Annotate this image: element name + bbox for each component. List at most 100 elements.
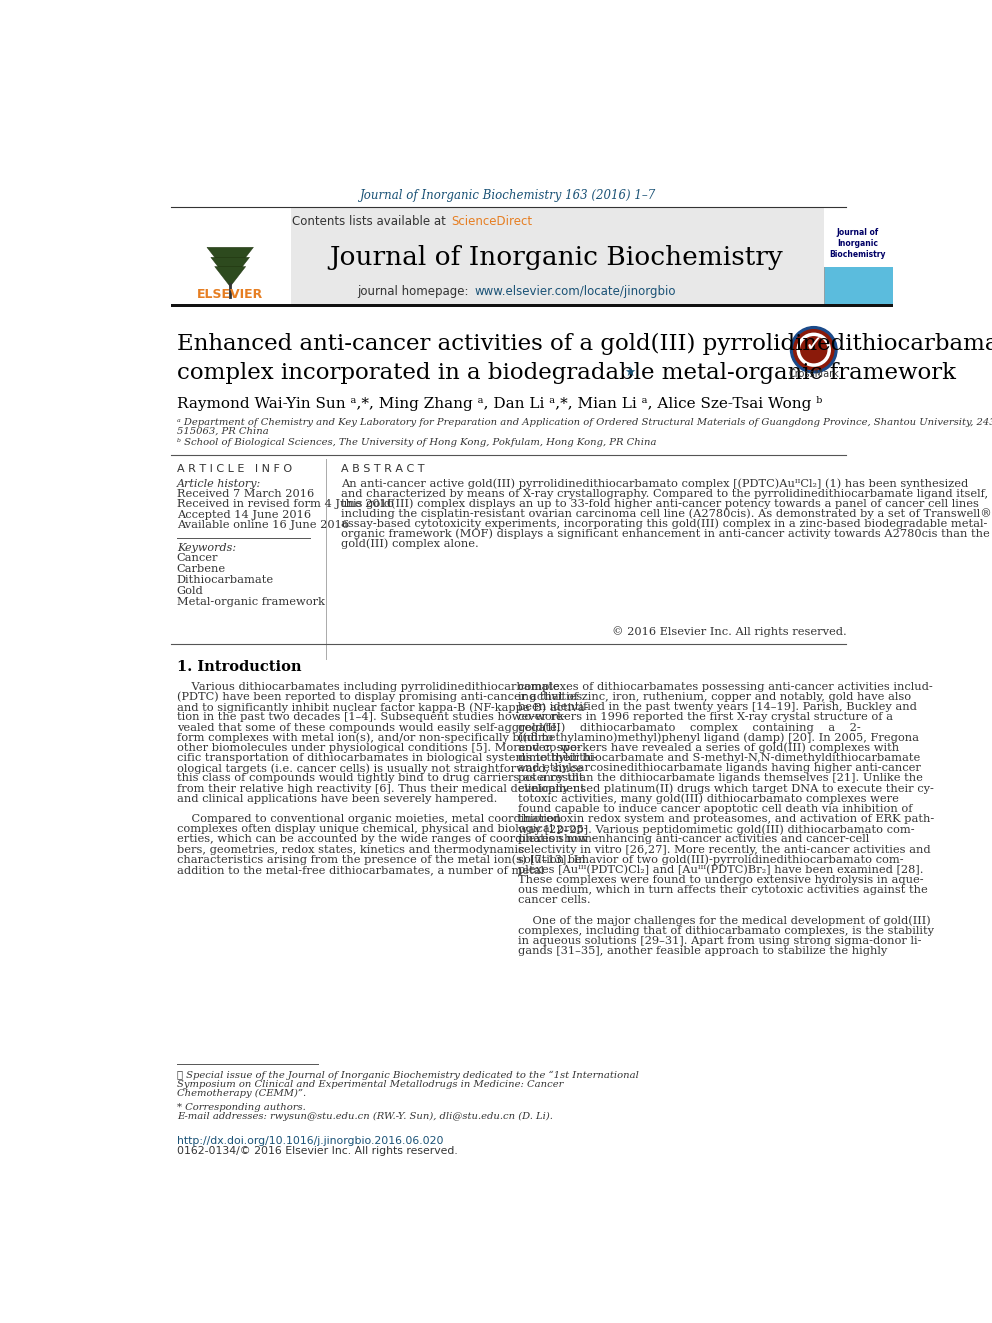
Text: One of the major challenges for the medical development of gold(III): One of the major challenges for the medi…: [518, 916, 930, 926]
Polygon shape: [210, 257, 250, 282]
Circle shape: [799, 335, 829, 365]
Text: Journal of Inorganic Biochemistry 163 (2016) 1–7: Journal of Inorganic Biochemistry 163 (2…: [360, 189, 657, 202]
FancyBboxPatch shape: [291, 208, 823, 303]
Text: ★ Special issue of the Journal of Inorganic Biochemistry dedicated to the “1st I: ★ Special issue of the Journal of Inorga…: [177, 1070, 639, 1080]
Text: Chemotherapy (CEMM)”.: Chemotherapy (CEMM)”.: [177, 1089, 306, 1098]
Text: ELSEVIER: ELSEVIER: [197, 288, 263, 300]
Text: ★: ★: [624, 366, 635, 380]
Text: Compared to conventional organic moieties, metal coordination: Compared to conventional organic moietie…: [177, 814, 560, 824]
Text: bers, geometries, redox states, kinetics and thermodynamic: bers, geometries, redox states, kinetics…: [177, 844, 524, 855]
Circle shape: [791, 327, 837, 373]
Polygon shape: [214, 266, 246, 287]
Text: 0162-0134/© 2016 Elsevier Inc. All rights reserved.: 0162-0134/© 2016 Elsevier Inc. All right…: [177, 1146, 457, 1155]
Text: ScienceDirect: ScienceDirect: [451, 216, 532, 229]
Text: totoxic activities, many gold(III) dithiocarbamato complexes were: totoxic activities, many gold(III) dithi…: [518, 794, 899, 804]
Text: and ethylsarcosinedithiocarbamate ligands having higher anti-cancer: and ethylsarcosinedithiocarbamate ligand…: [518, 763, 921, 773]
Text: from their relative high reactivity [6]. Thus their medical development: from their relative high reactivity [6].…: [177, 783, 584, 794]
Text: this gold(III) complex displays an up to 33-fold higher anti-cancer potency towa: this gold(III) complex displays an up to…: [341, 499, 979, 509]
Text: erties, which can be accounted by the wide ranges of coordination num-: erties, which can be accounted by the wi…: [177, 835, 595, 844]
Text: Keywords:: Keywords:: [177, 542, 236, 553]
Text: complexes, including that of dithiocarbamato complexes, is the stability: complexes, including that of dithiocarba…: [518, 926, 933, 935]
Text: Received 7 March 2016: Received 7 March 2016: [177, 490, 313, 500]
Text: A B S T R A C T: A B S T R A C T: [341, 464, 425, 474]
Text: 515063, PR China: 515063, PR China: [177, 427, 269, 435]
Text: An anti-cancer active gold(III) pyrrolidinedithiocarbamato complex [(PDTC)AuᴵᴵCl: An anti-cancer active gold(III) pyrrolid…: [341, 479, 968, 490]
Text: gold(III) complex alone.: gold(III) complex alone.: [341, 538, 479, 549]
Text: ous medium, which in turn affects their cytotoxic activities against the: ous medium, which in turn affects their …: [518, 885, 928, 896]
Text: and to significantly inhibit nuclear factor kappa-B (NF-kappa B) activa-: and to significantly inhibit nuclear fac…: [177, 703, 588, 713]
Text: way [22–25]. Various peptidomimetic gold(III) dithiocarbamato com-: way [22–25]. Various peptidomimetic gold…: [518, 824, 915, 835]
Text: organic framework (MOF) displays a significant enhancement in anti-cancer activi: organic framework (MOF) displays a signi…: [341, 528, 990, 538]
FancyBboxPatch shape: [823, 208, 893, 303]
Text: plexes show enhancing anti-cancer activities and cancer-cell: plexes show enhancing anti-cancer activi…: [518, 835, 869, 844]
Text: co-workers in 1996 reported the first X-ray crystal structure of a: co-workers in 1996 reported the first X-…: [518, 713, 893, 722]
FancyBboxPatch shape: [171, 208, 291, 303]
Text: complexes often display unique chemical, physical and biological prop-: complexes often display unique chemical,…: [177, 824, 587, 835]
Text: Metal-organic framework: Metal-organic framework: [177, 597, 324, 606]
Text: Journal of Inorganic Biochemistry: Journal of Inorganic Biochemistry: [329, 245, 784, 270]
Text: assay-based cytotoxicity experiments, incorporating this gold(III) complex in a : assay-based cytotoxicity experiments, in…: [341, 519, 987, 529]
Text: Dithiocarbamate: Dithiocarbamate: [177, 576, 274, 585]
Text: ological targets (i.e. cancer cells) is usually not straightforward, since: ological targets (i.e. cancer cells) is …: [177, 763, 582, 774]
Text: ✓: ✓: [805, 335, 823, 355]
Text: been identified in the past twenty years [14–19]. Parish, Buckley and: been identified in the past twenty years…: [518, 703, 917, 712]
Text: gold(III)    dithiocarbamato    complex    containing    a    2-: gold(III) dithiocarbamato complex contai…: [518, 722, 860, 733]
Text: potency than the dithiocarbamate ligands themselves [21]. Unlike the: potency than the dithiocarbamate ligands…: [518, 774, 923, 783]
Text: Contents lists available at: Contents lists available at: [292, 216, 449, 229]
Text: vealed that some of these compounds would easily self-aggregate,: vealed that some of these compounds woul…: [177, 722, 560, 733]
Text: Carbene: Carbene: [177, 564, 226, 574]
Text: addition to the metal-free dithiocarbamates, a number of metal: addition to the metal-free dithiocarbama…: [177, 865, 544, 875]
Text: and characterized by means of X-ray crystallography. Compared to the pyrrolidine: and characterized by means of X-ray crys…: [341, 488, 988, 499]
Bar: [171, 303, 893, 307]
Text: clinically-used platinum(II) drugs which target DNA to execute their cy-: clinically-used platinum(II) drugs which…: [518, 783, 933, 794]
Text: Raymond Wai-Yin Sun ᵃ,*, Ming Zhang ᵃ, Dan Li ᵃ,*, Mian Li ᵃ, Alice Sze-Tsai Won: Raymond Wai-Yin Sun ᵃ,*, Ming Zhang ᵃ, D…: [177, 396, 822, 411]
Polygon shape: [207, 247, 253, 278]
Text: in aqueous solutions [29–31]. Apart from using strong sigma-donor li-: in aqueous solutions [29–31]. Apart from…: [518, 937, 922, 946]
Text: gands [31–35], another feasible approach to stabilize the highly: gands [31–35], another feasible approach…: [518, 946, 887, 957]
Text: tion in the past two decades [1–4]. Subsequent studies however re-: tion in the past two decades [1–4]. Subs…: [177, 713, 566, 722]
Text: and co-workers have revealed a series of gold(III) complexes with: and co-workers have revealed a series of…: [518, 742, 899, 753]
Text: ing that of zinc, iron, ruthenium, copper and notably, gold have also: ing that of zinc, iron, ruthenium, coppe…: [518, 692, 911, 703]
Text: cancer cells.: cancer cells.: [518, 896, 590, 905]
Text: http://dx.doi.org/10.1016/j.jinorgbio.2016.06.020: http://dx.doi.org/10.1016/j.jinorgbio.20…: [177, 1135, 443, 1146]
Text: complex incorporated in a biodegradable metal-organic framework: complex incorporated in a biodegradable …: [177, 361, 955, 384]
Text: Journal of
Inorganic
Biochemistry: Journal of Inorganic Biochemistry: [829, 228, 886, 259]
Text: other biomolecules under physiological conditions [5]. Moreover, spe-: other biomolecules under physiological c…: [177, 744, 580, 753]
Text: Accepted 14 June 2016: Accepted 14 June 2016: [177, 509, 310, 520]
Text: Available online 16 June 2016: Available online 16 June 2016: [177, 520, 349, 529]
Text: Various dithiocarbamates including pyrrolidinedithiocarbamate: Various dithiocarbamates including pyrro…: [177, 681, 559, 692]
Text: Article history:: Article history:: [177, 479, 261, 488]
Text: ᵃ Department of Chemistry and Key Laboratory for Preparation and Application of : ᵃ Department of Chemistry and Key Labora…: [177, 418, 992, 427]
Text: plexes [Auᴵᴵᴵ(PDTC)Cl₂] and [Auᴵᴵᴵ(PDTC)Br₂] have been examined [28].: plexes [Auᴵᴵᴵ(PDTC)Cl₂] and [Auᴵᴵᴵ(PDTC)…: [518, 865, 924, 876]
Text: (PDTC) have been reported to display promising anti-cancer activities: (PDTC) have been reported to display pro…: [177, 692, 582, 703]
Text: CrossMark: CrossMark: [789, 369, 839, 380]
Text: found capable to induce cancer apoptotic cell death via inhibition of: found capable to induce cancer apoptotic…: [518, 804, 913, 814]
Text: Cancer: Cancer: [177, 553, 218, 564]
Text: complexes of dithiocarbamates possessing anti-cancer activities includ-: complexes of dithiocarbamates possessing…: [518, 681, 932, 692]
Text: These complexes were found to undergo extensive hydrolysis in aque-: These complexes were found to undergo ex…: [518, 875, 924, 885]
Text: characteristics arising from the presence of the metal ion(s) [7–13]. In: characteristics arising from the presenc…: [177, 855, 585, 865]
Text: selectivity in vitro [26,27]. More recently, the anti-cancer activities and: selectivity in vitro [26,27]. More recen…: [518, 844, 930, 855]
Text: solution behavior of two gold(III)-pyrrolidinedithiocarbamato com-: solution behavior of two gold(III)-pyrro…: [518, 855, 904, 865]
Text: cific transportation of dithiocarbamates in biological systems to their bi-: cific transportation of dithiocarbamates…: [177, 753, 597, 763]
Text: Received in revised form 4 June 2016: Received in revised form 4 June 2016: [177, 500, 394, 509]
Circle shape: [794, 329, 834, 369]
Text: * Corresponding authors.: * Corresponding authors.: [177, 1103, 306, 1111]
Text: including the cisplatin-resistant ovarian carcinoma cell line (A2780cis). As dem: including the cisplatin-resistant ovaria…: [341, 508, 992, 519]
Text: 1. Introduction: 1. Introduction: [177, 660, 302, 673]
Text: ᵇ School of Biological Sciences, The University of Hong Kong, Pokfulam, Hong Kon: ᵇ School of Biological Sciences, The Uni…: [177, 438, 656, 447]
Text: form complexes with metal ion(s), and/or non-specifically bind to: form complexes with metal ion(s), and/or…: [177, 733, 553, 744]
Text: dimethyldithiocarbamate and S-methyl-N,N-dimethyldithiocarbamate: dimethyldithiocarbamate and S-methyl-N,N…: [518, 753, 920, 763]
Text: ((dimethylamino)methyl)phenyl ligand (damp) [20]. In 2005, Fregona: ((dimethylamino)methyl)phenyl ligand (da…: [518, 733, 919, 744]
Text: E-mail addresses: rwysun@stu.edu.cn (RW.-Y. Sun), dli@stu.edu.cn (D. Li).: E-mail addresses: rwysun@stu.edu.cn (RW.…: [177, 1113, 553, 1121]
Text: this class of compounds would tightly bind to drug carriers as a result: this class of compounds would tightly bi…: [177, 774, 583, 783]
Text: Symposium on Clinical and Experimental Metallodrugs in Medicine: Cancer: Symposium on Clinical and Experimental M…: [177, 1080, 563, 1089]
FancyBboxPatch shape: [823, 208, 893, 266]
Text: journal homepage:: journal homepage:: [357, 284, 473, 298]
Text: and clinical applications have been severely hampered.: and clinical applications have been seve…: [177, 794, 497, 804]
Text: Enhanced anti-cancer activities of a gold(III) pyrrolidinedithiocarbamato: Enhanced anti-cancer activities of a gol…: [177, 332, 992, 355]
Text: © 2016 Elsevier Inc. All rights reserved.: © 2016 Elsevier Inc. All rights reserved…: [611, 626, 846, 636]
Text: www.elsevier.com/locate/jinorgbio: www.elsevier.com/locate/jinorgbio: [474, 284, 676, 298]
Text: thioredoxin redox system and proteasomes, and activation of ERK path-: thioredoxin redox system and proteasomes…: [518, 814, 933, 824]
Text: Gold: Gold: [177, 586, 203, 595]
